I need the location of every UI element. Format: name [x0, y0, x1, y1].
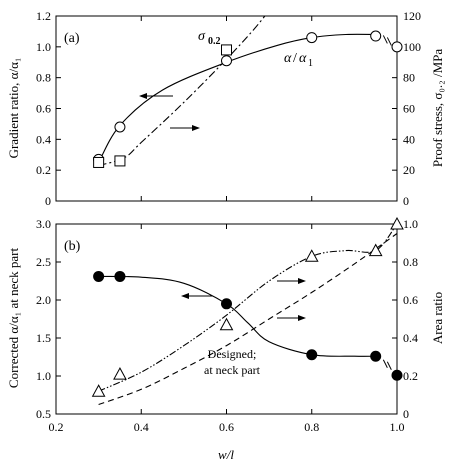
a-ytick-label: 0.6	[36, 102, 51, 116]
panel-b-curves	[98, 223, 398, 406]
b-point-corrected	[370, 350, 382, 362]
b-point-area-ratio	[113, 367, 127, 380]
b-y2tick-label: 0.6	[403, 293, 418, 307]
b-point-area-ratio	[390, 216, 404, 230]
b-y2tick-label: 0.2	[403, 369, 418, 383]
panel-b-y2label: Area ratio	[430, 292, 445, 344]
x-tick-label: 1.0	[390, 420, 405, 434]
b-ytick-label: 2.0	[36, 293, 51, 307]
a-y2tick-label: 80	[403, 71, 415, 85]
panel-a-markers	[93, 30, 403, 168]
panel-b: 0.2 0.4 0.6 0.8 1.0 0.5 1.0 1.5 2.0 2.5 3.0 0 0.2 0.4…	[6, 216, 445, 434]
b-point-corrected	[306, 349, 318, 361]
arrow-right-b1	[277, 278, 306, 284]
designed-label-line2: at neck part	[204, 363, 261, 377]
b-point-area-ratio	[368, 243, 383, 257]
x-tick-label: 0.2	[49, 420, 64, 434]
alpha1-symbol: α	[299, 51, 307, 66]
a-curve-series-1	[98, 15, 266, 167]
a-point-series-1	[114, 155, 126, 167]
a-point-series-1	[221, 44, 232, 56]
alpha-slash: /	[293, 51, 297, 66]
a-point-series-0	[306, 32, 318, 44]
arrow-right-b2	[277, 315, 306, 321]
alpha-annotation: α / α 1	[284, 51, 313, 69]
sigma-subscript: 0.2	[208, 36, 221, 47]
panel-b-markers	[91, 216, 404, 397]
a-point-series-1	[93, 156, 105, 168]
a-y2tick-label: 20	[403, 163, 415, 177]
a-ytick-label: 0	[45, 194, 51, 208]
x-tick-label: 0.6	[219, 420, 234, 434]
b-y2tick-label: 0.4	[403, 331, 418, 345]
panel-b-ylabel: Corrected α/α₁ at neck part	[6, 248, 21, 389]
b-point-corrected	[221, 298, 232, 310]
b-curve-corrected	[98, 275, 376, 357]
b-point-corrected	[93, 270, 105, 282]
b-ytick-label: 1.0	[36, 369, 51, 383]
panel-a-label: (a)	[64, 31, 80, 46]
panel-a-curves	[98, 15, 376, 167]
a-y2tick-label: 60	[403, 102, 415, 116]
b-point-area-ratio	[304, 249, 319, 262]
x-tick-label: 0.4	[134, 420, 149, 434]
b-break-mark	[382, 359, 388, 368]
a-y2tick-label: 100	[403, 40, 421, 54]
b-ytick-label: 2.5	[36, 255, 51, 269]
a-ytick-label: 1.2	[36, 9, 51, 23]
a-ytick-label: 0.4	[36, 132, 51, 146]
a-point-series-0	[370, 30, 382, 42]
b-ytick-label: 0.5	[36, 407, 51, 421]
a-point-series-0	[391, 41, 403, 53]
a-break-mark	[382, 35, 388, 44]
b-ytick-label: 1.5	[36, 331, 51, 345]
b-curve-area-ratio	[98, 223, 398, 392]
arrow-left-a	[139, 93, 173, 99]
b-y2tick-label: 1.0	[403, 217, 418, 231]
a-y2tick-label: 0	[403, 194, 409, 208]
b-point-corrected	[391, 369, 403, 381]
b-point-corrected	[114, 270, 126, 282]
a-y2tick-label: 120	[403, 9, 421, 23]
b-point-area-ratio	[219, 317, 234, 331]
alpha-symbol: α	[284, 51, 292, 66]
a-point-series-0	[114, 121, 126, 133]
panel-b-ticks: 0.2 0.4 0.6 0.8 1.0 0.5 1.0 1.5 2.0 2.5 3.0 0 0.2 0.4…	[36, 217, 418, 434]
sigma-symbol: σ	[198, 29, 206, 44]
panel-a-ylabel: Gradient ratio, α/α₁	[6, 58, 21, 159]
arrow-right-a	[170, 125, 200, 131]
a-ytick-label: 0.2	[36, 163, 51, 177]
designed-label-line1: Designed;	[208, 347, 257, 361]
b-point-area-ratio	[91, 384, 106, 397]
panel-a-y2label: Proof stress, σ₀.₂ /MPa	[430, 49, 445, 167]
b-curve-designed-at-neck-part	[98, 233, 398, 406]
a-point-series-0	[221, 55, 232, 67]
panel-a-frame	[55, 15, 398, 202]
b-break-mark	[386, 361, 392, 370]
arrow-left-b	[181, 293, 213, 299]
b-y2tick-label: 0	[403, 407, 409, 421]
alpha1-subscript: 1	[308, 58, 313, 69]
panel-a: 0 0.2 0.4 0.6 0.8 1.0 1.2 0 20 40 60 80 100 120 (a) G…	[6, 9, 445, 208]
b-ytick-label: 3.0	[36, 217, 51, 231]
x-tick-label: 0.8	[304, 420, 319, 434]
a-curve-series-0	[98, 33, 376, 163]
a-ytick-label: 0.8	[36, 71, 51, 85]
a-break-mark	[386, 37, 392, 46]
panel-a-ticks: 0 0.2 0.4 0.6 0.8 1.0 1.2 0 20 40 60 80 100 120	[36, 9, 421, 208]
b-y2tick-label: 0.8	[403, 255, 418, 269]
sigma-annotation: σ 0.2	[198, 29, 221, 47]
x-axis-label: w/l	[218, 447, 234, 462]
a-ytick-label: 1.0	[36, 40, 51, 54]
panel-b-label: (b)	[64, 239, 81, 254]
a-y2tick-label: 40	[403, 132, 415, 146]
